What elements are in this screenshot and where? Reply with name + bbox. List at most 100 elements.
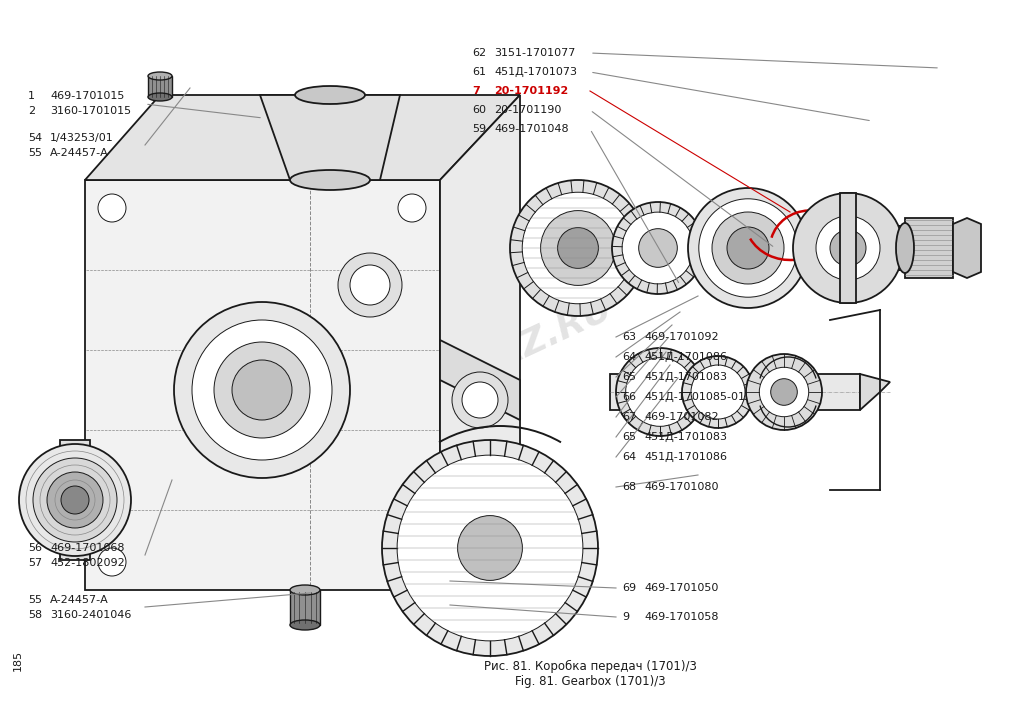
Circle shape (398, 194, 426, 222)
Ellipse shape (290, 620, 319, 630)
Text: 7: 7 (472, 86, 480, 96)
Text: 66: 66 (622, 392, 636, 402)
Polygon shape (85, 95, 520, 180)
Ellipse shape (148, 93, 172, 101)
Circle shape (830, 230, 866, 266)
Text: 469-1701015: 469-1701015 (50, 91, 124, 101)
Text: 451Д-1701073: 451Д-1701073 (494, 67, 577, 77)
Text: 55: 55 (28, 148, 42, 158)
Circle shape (214, 342, 310, 438)
Circle shape (698, 199, 798, 297)
Text: 3160-2401046: 3160-2401046 (50, 610, 131, 620)
Polygon shape (440, 95, 520, 590)
Circle shape (98, 194, 126, 222)
Text: 64: 64 (622, 352, 636, 362)
Text: 61: 61 (472, 67, 486, 77)
Text: 451Д-1701083: 451Д-1701083 (644, 432, 727, 442)
Text: 451Д-1701085-01: 451Д-1701085-01 (644, 392, 745, 402)
Circle shape (61, 486, 89, 514)
Circle shape (682, 356, 754, 428)
Circle shape (193, 320, 332, 460)
Text: 60: 60 (472, 105, 486, 115)
Circle shape (398, 548, 426, 576)
Polygon shape (260, 95, 400, 180)
Circle shape (793, 193, 903, 303)
Circle shape (771, 379, 798, 405)
Text: 3151-1701077: 3151-1701077 (494, 48, 575, 58)
Polygon shape (905, 218, 953, 278)
Ellipse shape (295, 86, 365, 104)
Circle shape (522, 193, 634, 304)
Text: 469-1701050: 469-1701050 (644, 583, 719, 593)
Text: 55: 55 (28, 595, 42, 605)
Circle shape (727, 227, 769, 269)
Circle shape (510, 180, 646, 316)
Text: 469-1701068: 469-1701068 (50, 543, 125, 553)
Circle shape (626, 358, 694, 426)
Circle shape (691, 365, 745, 419)
Circle shape (712, 212, 784, 284)
Ellipse shape (290, 170, 370, 190)
Text: 469-1701080: 469-1701080 (644, 482, 719, 492)
Text: 452-1802092: 452-1802092 (50, 558, 125, 568)
Circle shape (338, 253, 402, 317)
Text: 20-1701192: 20-1701192 (494, 86, 568, 96)
Text: 58: 58 (28, 610, 42, 620)
Circle shape (746, 354, 822, 430)
Circle shape (612, 202, 705, 294)
Text: 54: 54 (28, 133, 42, 143)
Circle shape (816, 216, 880, 280)
Text: 185: 185 (13, 649, 23, 670)
Text: Fig. 81. Gearbox (1701)/3: Fig. 81. Gearbox (1701)/3 (515, 675, 666, 688)
Polygon shape (60, 440, 90, 560)
Text: 469-1701048: 469-1701048 (494, 124, 568, 134)
Ellipse shape (290, 585, 319, 595)
Text: 56: 56 (28, 543, 42, 553)
Polygon shape (610, 374, 860, 410)
Text: 451Д-1701086: 451Д-1701086 (644, 352, 727, 362)
Text: 59: 59 (472, 124, 486, 134)
Text: 1/43253/01: 1/43253/01 (50, 133, 114, 143)
Circle shape (452, 372, 508, 428)
Polygon shape (860, 374, 890, 410)
Polygon shape (440, 340, 520, 420)
Text: Рис. 81. Коробка передач (1701)/3: Рис. 81. Коробка передач (1701)/3 (483, 660, 696, 673)
Circle shape (33, 458, 117, 542)
Text: 469-1701082: 469-1701082 (644, 412, 719, 422)
Circle shape (462, 382, 498, 418)
Text: А-24457-А: А-24457-А (50, 148, 109, 158)
Polygon shape (148, 76, 172, 97)
Text: 451Д-1701083: 451Д-1701083 (644, 372, 727, 382)
Circle shape (174, 302, 350, 478)
Circle shape (350, 265, 390, 305)
Text: 65: 65 (622, 432, 636, 442)
Ellipse shape (148, 72, 172, 80)
Text: 62: 62 (472, 48, 486, 58)
Circle shape (47, 472, 103, 528)
Circle shape (541, 211, 615, 285)
Text: SPECPRIINGUAZ.RU: SPECPRIINGUAZ.RU (243, 290, 617, 489)
Polygon shape (953, 218, 981, 278)
Text: 63: 63 (622, 332, 636, 342)
Text: 9: 9 (622, 612, 629, 622)
Text: 469-1701058: 469-1701058 (644, 612, 719, 622)
Circle shape (397, 455, 583, 641)
Text: 64: 64 (622, 452, 636, 462)
Polygon shape (520, 226, 900, 270)
Text: 65: 65 (622, 372, 636, 382)
Circle shape (688, 188, 808, 308)
Text: 69: 69 (622, 583, 636, 593)
Circle shape (19, 444, 131, 556)
Text: 20-1701190: 20-1701190 (494, 105, 561, 115)
Text: 1: 1 (28, 91, 35, 101)
Circle shape (232, 360, 292, 420)
Circle shape (639, 229, 677, 267)
Polygon shape (290, 590, 319, 625)
Polygon shape (840, 193, 856, 303)
Circle shape (558, 227, 598, 269)
Circle shape (98, 548, 126, 576)
Text: 2: 2 (28, 106, 35, 116)
Text: А-24457-А: А-24457-А (50, 595, 109, 605)
Circle shape (458, 515, 522, 581)
Ellipse shape (896, 223, 914, 273)
